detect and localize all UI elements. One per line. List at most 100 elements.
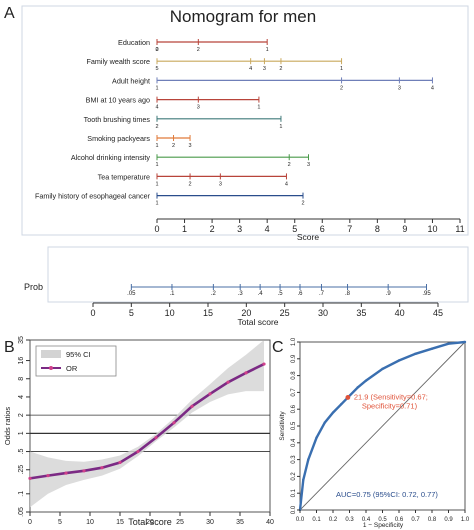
score-axis-tick-label: 10 bbox=[427, 224, 437, 234]
prob-tick-label: .1 bbox=[169, 291, 175, 297]
total-score-tick-label: 40 bbox=[395, 308, 405, 318]
variable-tick-label: 4 bbox=[285, 181, 288, 187]
variable-label: Education bbox=[118, 38, 150, 47]
x-tick-label: 15 bbox=[116, 519, 124, 526]
y-tick-label: .05 bbox=[18, 507, 25, 517]
variable-tick-label: 2 bbox=[197, 47, 200, 53]
x-tick-label: 0.1 bbox=[312, 517, 321, 523]
score-axis-tick-label: 9 bbox=[402, 224, 407, 234]
x-axis-label: 1 − Specificity bbox=[363, 522, 404, 529]
x-tick-label: 20 bbox=[146, 519, 154, 526]
legend-swatch-ci bbox=[41, 350, 61, 358]
y-tick-label: 2 bbox=[18, 413, 25, 417]
or-point bbox=[64, 471, 68, 475]
or-point bbox=[190, 404, 194, 408]
x-axis-label: Total score bbox=[128, 517, 172, 527]
variable-tick-label: 4 bbox=[155, 105, 158, 111]
prob-tick-label: .2 bbox=[211, 291, 217, 297]
x-tick-label: 0.5 bbox=[378, 517, 387, 523]
variable-label: BMI at 10 years ago bbox=[86, 96, 150, 105]
diagonal-reference-line bbox=[299, 341, 466, 511]
y-tick-label: 1 bbox=[18, 431, 25, 435]
legend-label-or: OR bbox=[66, 364, 78, 373]
y-tick-label: 0.6 bbox=[291, 404, 297, 413]
variable-tick-label: 2 bbox=[301, 201, 304, 207]
or-point bbox=[244, 371, 248, 375]
variable-tick-label: 1 bbox=[279, 124, 282, 130]
roc-point bbox=[323, 421, 326, 424]
x-tick-label: 0.6 bbox=[395, 517, 404, 523]
or-point bbox=[82, 469, 86, 473]
total-score-tick-label: 5 bbox=[129, 308, 134, 318]
y-tick-label: 0.0 bbox=[291, 505, 297, 514]
y-tick-label: 0.5 bbox=[291, 421, 297, 430]
roc-point bbox=[315, 436, 318, 439]
or-point bbox=[136, 449, 140, 454]
y-tick-label: 35 bbox=[18, 336, 25, 344]
nomogram-title: Nomogram for men bbox=[170, 7, 316, 26]
prob-tick-label: .3 bbox=[238, 291, 244, 297]
total-score-tick-label: 0 bbox=[90, 308, 95, 318]
y-tick-label: 0.7 bbox=[291, 388, 297, 397]
variable-label: Smoking packyears bbox=[87, 134, 150, 143]
roc-point bbox=[307, 458, 310, 461]
variable-tick-label: 2 bbox=[172, 143, 175, 149]
prob-tick-label: .95 bbox=[422, 291, 431, 297]
x-tick-label: 0.2 bbox=[329, 517, 338, 523]
variable-tick-label: 1 bbox=[257, 105, 260, 111]
score-axis-tick-label: 2 bbox=[210, 224, 215, 234]
x-tick-label: 25 bbox=[176, 519, 184, 526]
variable-label: Family wealth score bbox=[86, 57, 150, 66]
y-tick-label: 0.4 bbox=[291, 438, 297, 447]
prob-tick-label: .05 bbox=[127, 291, 136, 297]
score-axis-tick-label: 4 bbox=[265, 224, 270, 234]
variable-tick-label: 5 bbox=[155, 66, 158, 72]
x-tick-label: 0.8 bbox=[428, 517, 437, 523]
x-tick-label: 35 bbox=[236, 519, 244, 526]
or-point bbox=[226, 380, 230, 384]
score-axis-tick-label: 1 bbox=[182, 224, 187, 234]
variable-tick-label: 1 bbox=[266, 47, 269, 53]
cutoff-label-line1: 21.9 (Sensitivity=0.67; bbox=[354, 392, 428, 401]
variable-label: Adult height bbox=[112, 76, 150, 85]
score-axis-label: Score bbox=[297, 232, 319, 242]
variable-tick-label: 2 bbox=[340, 85, 343, 91]
variable-tick-label: 1 bbox=[155, 162, 158, 168]
x-tick-label: 0.3 bbox=[345, 517, 354, 523]
x-tick-label: 40 bbox=[266, 519, 274, 526]
score-axis-tick-label: 5 bbox=[292, 224, 297, 234]
roc-point bbox=[356, 386, 359, 389]
or-point bbox=[154, 436, 158, 440]
variable-tick-label: 1 bbox=[155, 143, 158, 149]
or-point bbox=[262, 362, 266, 366]
prob-tick-label: .5 bbox=[278, 291, 284, 297]
prob-tick-label: .7 bbox=[319, 291, 325, 297]
auc-label: AUC=0.75 (95%CI: 0.72, 0.77) bbox=[336, 490, 438, 499]
prob-label: Prob bbox=[24, 282, 43, 292]
variable-label: Alcohol drinking intensity bbox=[71, 153, 151, 162]
y-tick-label: 0.3 bbox=[291, 455, 297, 464]
total-score-tick-label: 30 bbox=[318, 308, 328, 318]
cutoff-label-line2: Specificity=0.71) bbox=[362, 401, 418, 410]
variable-tick-label: 3 bbox=[307, 162, 310, 168]
total-score-tick-label: 35 bbox=[356, 308, 366, 318]
x-tick-label: 0 bbox=[28, 519, 32, 526]
variable-tick-label: 2 bbox=[288, 162, 291, 168]
y-tick-label: .1 bbox=[18, 491, 25, 497]
score-axis-tick-label: 7 bbox=[347, 224, 352, 234]
variable-tick-label: 2 bbox=[279, 66, 282, 72]
total-score-tick-label: 15 bbox=[203, 308, 213, 318]
or-line bbox=[29, 362, 265, 480]
or-point bbox=[208, 392, 212, 396]
legend-label-ci: 95% CI bbox=[66, 350, 91, 359]
or-point bbox=[28, 476, 32, 480]
variable-tick-label: 2 bbox=[155, 47, 158, 53]
roc-point bbox=[381, 367, 384, 371]
roc-point bbox=[447, 342, 450, 345]
variable-tick-label: 1 bbox=[155, 85, 158, 91]
x-tick-label: 0.4 bbox=[362, 517, 371, 523]
prob-tick-label: .4 bbox=[258, 291, 264, 297]
y-tick-label: .5 bbox=[18, 449, 25, 455]
y-tick-label: 16 bbox=[18, 357, 25, 365]
